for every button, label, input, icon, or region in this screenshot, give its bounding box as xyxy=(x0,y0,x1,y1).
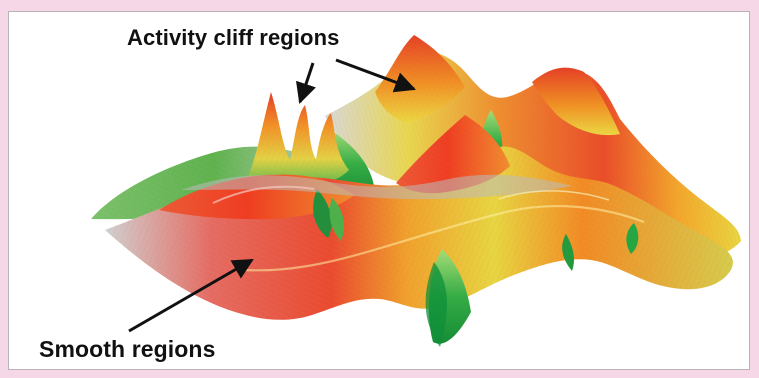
smooth-region-label: Smooth regions xyxy=(39,336,216,362)
activity-landscape-surface xyxy=(91,35,741,347)
arrow-to-spike xyxy=(296,62,316,104)
activity-cliff-label: Activity cliff regions xyxy=(127,25,340,50)
arrow-to-right-peak xyxy=(335,58,416,93)
figure-panel: Activity cliff regions Smooth regions xyxy=(8,11,750,370)
arrow-to-smooth-region xyxy=(128,258,254,333)
